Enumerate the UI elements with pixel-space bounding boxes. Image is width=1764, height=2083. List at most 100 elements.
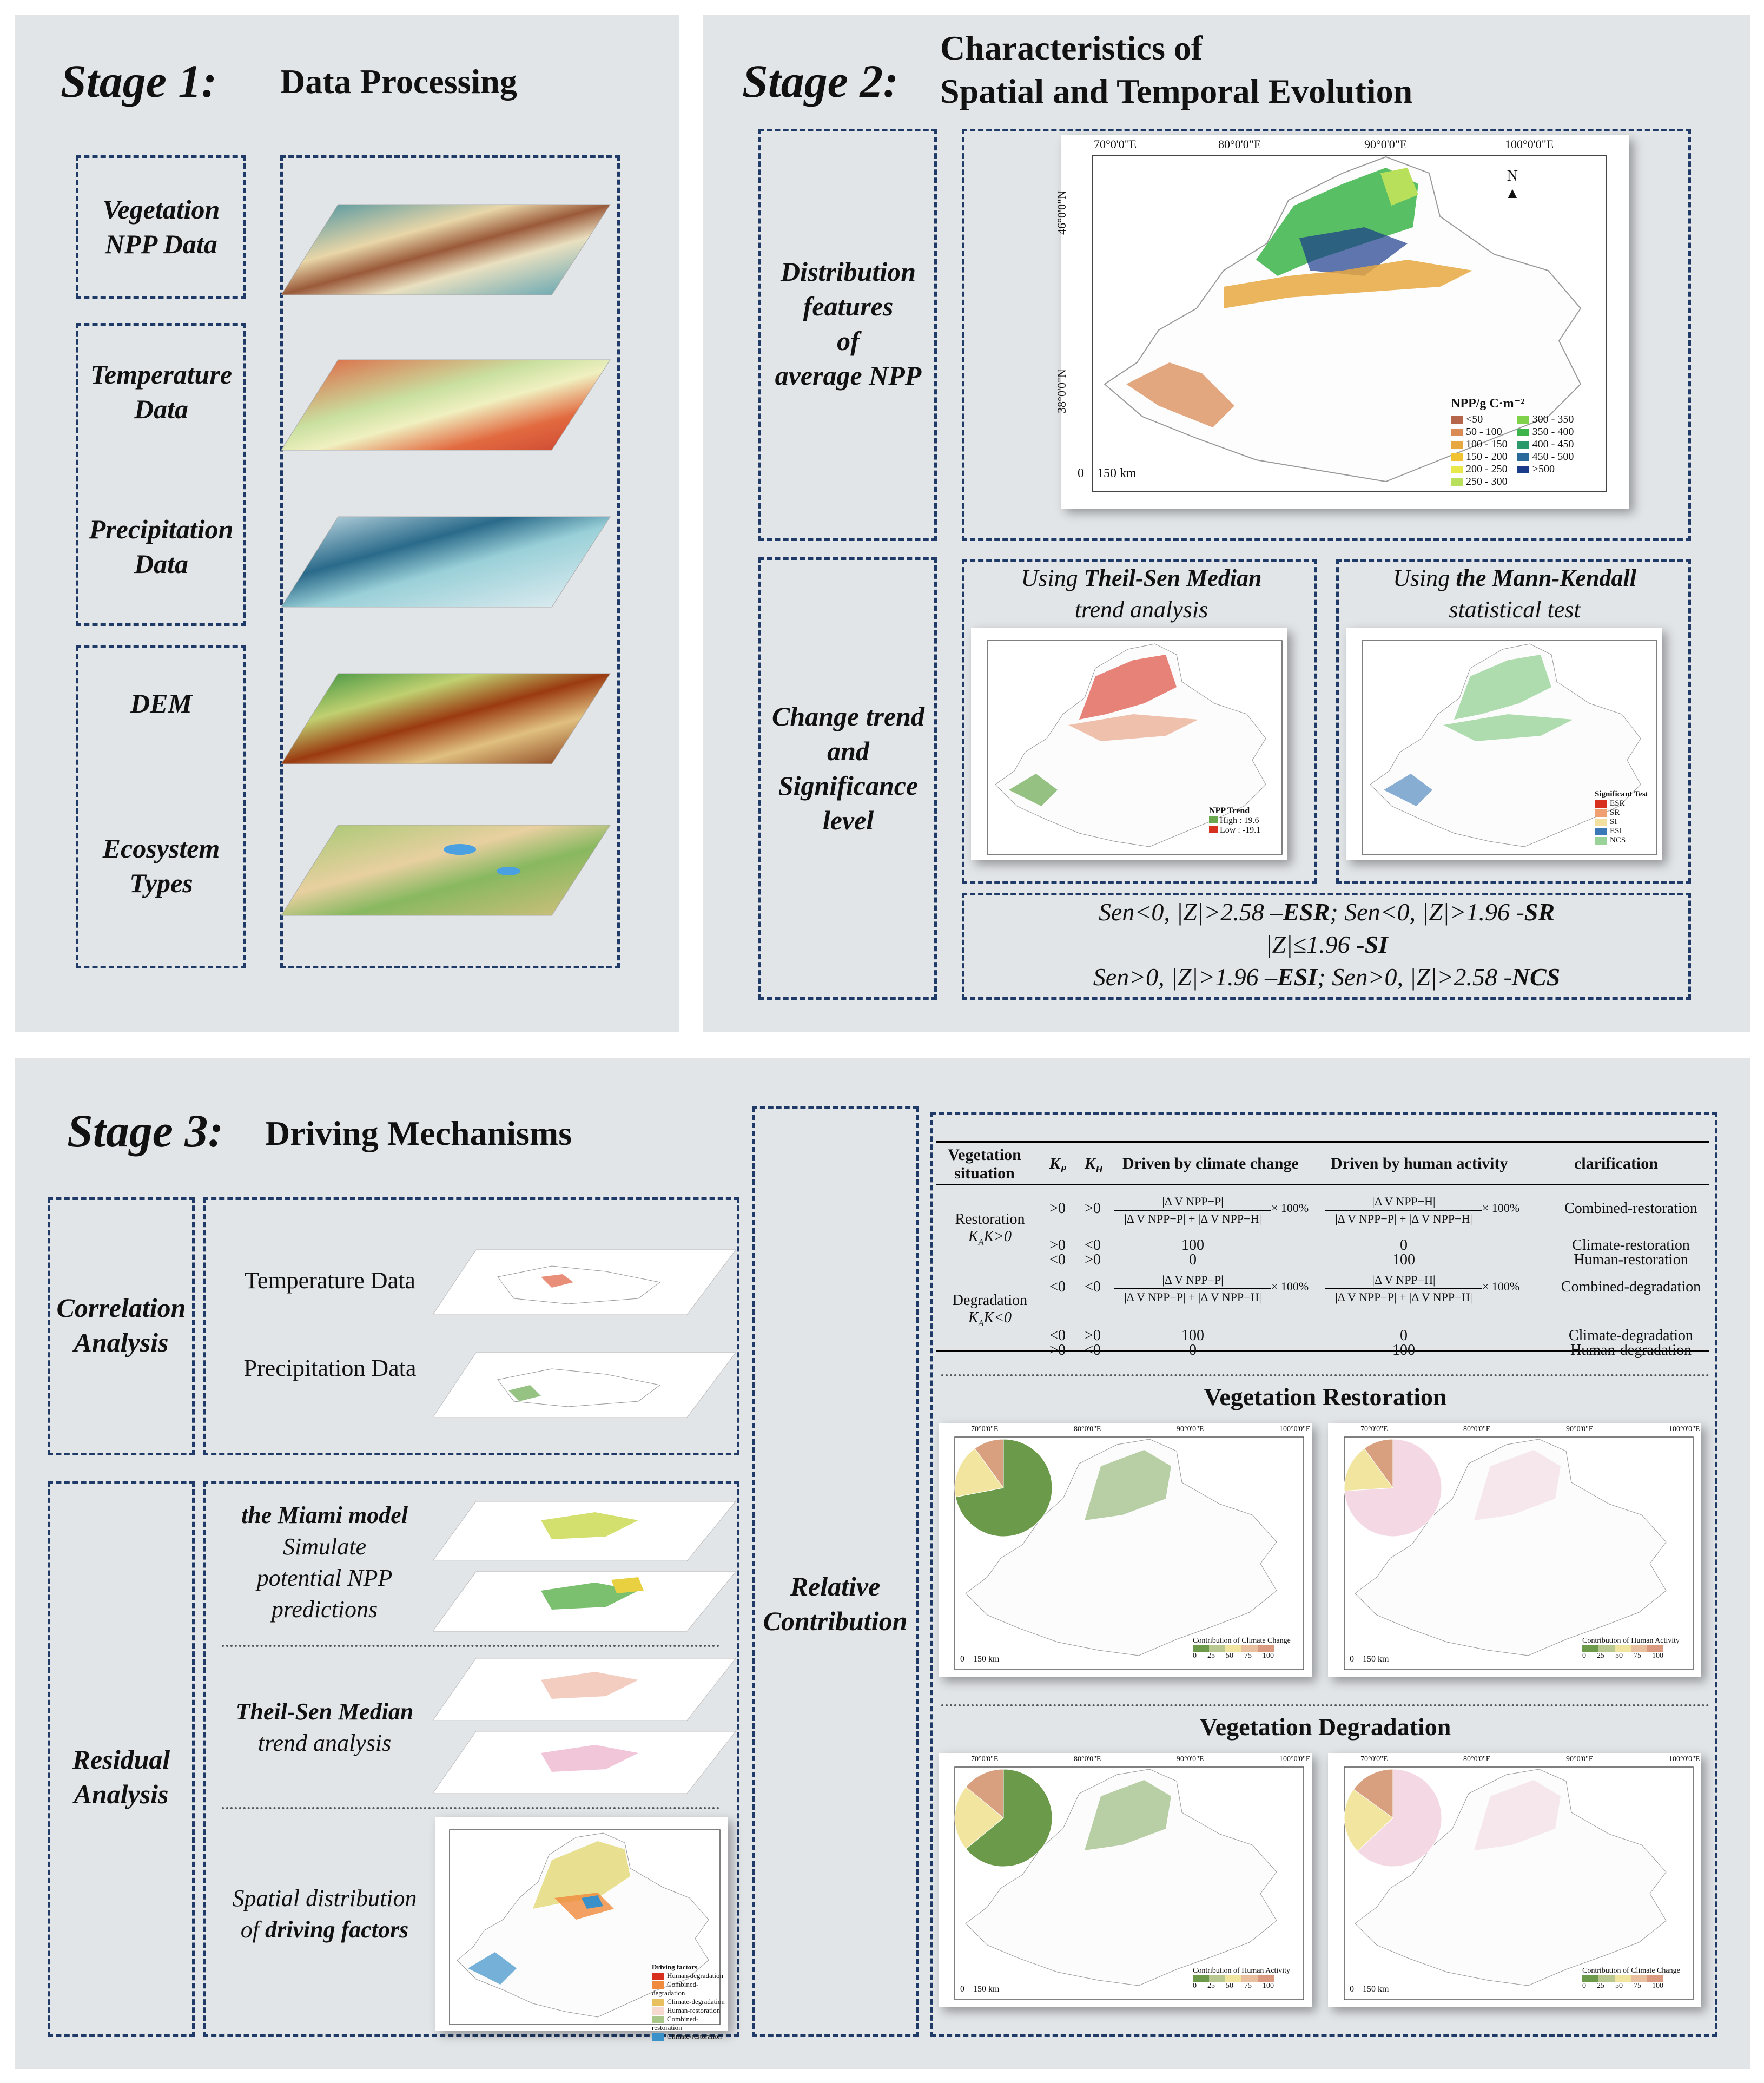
relative-content-box: [930, 1112, 1717, 2037]
contribution-map: Contribution of Climate Change 0 25 50 75 100…: [939, 1423, 1312, 1677]
label-temperature: Temperature Data: [90, 359, 233, 424]
spatial-driving-text: Spatial distribution of driving factors: [232, 1885, 417, 1943]
stage2-label-box-top: [758, 129, 937, 541]
npp-legend-item: <50: [1451, 413, 1508, 426]
dem-layer: [281, 673, 611, 764]
npp-layer: [281, 204, 611, 295]
pie-slice: [955, 1439, 1053, 1537]
theil-title: Using Theil-Sen Median trend analysis: [1021, 565, 1262, 623]
mk-legend-item: SR: [1595, 808, 1648, 818]
npp-legend-item: 350 - 400: [1517, 426, 1574, 438]
stage1-number: Stage 1:: [61, 55, 217, 107]
driving-legend-item: Combined-restoration: [652, 2015, 699, 2032]
pie-slice: [1344, 1448, 1393, 1492]
lon-tick: 100°0'0"E: [1669, 1425, 1700, 1433]
lon-tick: 70°0'0"E: [971, 1425, 999, 1433]
stage2-label-box-bottom: [758, 557, 937, 1000]
contribution-legend: Contribution of Human Activity 0 25 50 75 100: [1582, 1637, 1680, 1660]
scale-bar: 0 150 km: [1078, 466, 1137, 480]
pie-slice: [1344, 1789, 1393, 1852]
correlation-label-box: [48, 1197, 195, 1455]
label-precipitation: Precipitation Data: [89, 514, 234, 579]
driving-legend-item: Climate-degradation: [652, 1998, 728, 2007]
mk-legend-item: SI: [1595, 818, 1648, 827]
pie-slice: [1364, 1439, 1393, 1489]
contribution-legend: Contribution of Human Activity 0 25 50 75 100: [1193, 1967, 1291, 1990]
stage2-title-line2: Spatial and Temporal Evolution: [940, 72, 1413, 110]
table-divider: [941, 1374, 1709, 1376]
cell-kp: <0: [1049, 1251, 1066, 1268]
times-100: × 100%: [1482, 1201, 1520, 1215]
driving-legend: Driving factors Human-degradation Combine…: [652, 1963, 728, 2041]
cell-climate-formula: |Δ V NPP−P| |Δ V NPP−P| + |Δ V NPP−H|: [1114, 1272, 1271, 1306]
mk-legend-item: NCS: [1595, 836, 1648, 845]
stage2-number: Stage 2:: [742, 55, 899, 107]
npp-legend-item: 200 - 250: [1451, 463, 1508, 476]
stage3-title: Driving Mechanisms: [265, 1114, 572, 1152]
npp-legend-item: >500: [1517, 463, 1574, 476]
label-residual: Residual Analysis: [72, 1744, 170, 1809]
miami-map-stack: [433, 1501, 736, 1632]
npp-legend-item: 50 - 100: [1451, 426, 1508, 438]
driving-legend-item: Climate-restoration: [652, 2032, 728, 2041]
residual-divider-2: [222, 1807, 719, 1809]
residual-label-box: [48, 1481, 195, 2037]
label-correlation: Correlation Analysis: [56, 1293, 186, 1357]
label-vegetation-npp: Vegetation NPP Data: [102, 194, 220, 259]
lat-tick-2: 38°0'0"N: [1054, 369, 1068, 413]
cell-kh: >0: [1085, 1251, 1101, 1268]
stage3-number: Stage 3:: [67, 1105, 224, 1157]
cell-climate-formula: |Δ V NPP−P| |Δ V NPP−P| + |Δ V NPP−H|: [1114, 1194, 1271, 1227]
pie-slice: [965, 1769, 1053, 1867]
lon-tick-3: 90°0'0"E: [1364, 137, 1408, 151]
mk-map: Significant Test ESR SR SI ESI NCS: [1346, 628, 1662, 860]
cell-clarification: Combined-degradation: [1561, 1278, 1701, 1295]
degradation-title: Vegetation Degradation: [1199, 1713, 1451, 1741]
contribution-legend: Contribution of Climate Change 0 25 50 75 100: [1582, 1967, 1680, 1990]
cell-clarification: Human-degradation: [1570, 1342, 1692, 1359]
cell-climate: 100: [1181, 1237, 1204, 1254]
driving-legend-item: Human-restoration: [652, 2006, 728, 2015]
temperature-layer: [281, 359, 611, 451]
cell-clarification: Combined-restoration: [1564, 1200, 1697, 1217]
theil-residual-text: Theil-Sen Median trend analysis: [235, 1698, 414, 1756]
mk-legend-item: ESI: [1595, 827, 1648, 836]
precipitation-layer: [281, 516, 611, 608]
cell-kp: >0: [1049, 1200, 1066, 1217]
npp-map: 70°0'0"E 80°0'0"E 90°0'0"E 100°0'0"E 46°…: [1055, 135, 1629, 509]
lon-tick: 70°0'0"E: [1360, 1755, 1388, 1763]
contribution-table: Vegetation situation KP KH Driven by cli…: [936, 1141, 1709, 1359]
lon-tick: 80°0'0"E: [1074, 1425, 1101, 1433]
correlation-content-box: [203, 1197, 739, 1455]
lon-tick: 100°0'0"E: [1669, 1755, 1700, 1763]
lon-tick: 70°0'0"E: [1360, 1425, 1388, 1433]
stage1-title: Data Processing: [280, 62, 517, 101]
npp-legend-item: 400 - 450: [1517, 438, 1574, 451]
north-arrow-icon: N ▲: [1505, 168, 1520, 202]
row-degradation: Degradation KAK<0: [952, 1292, 1028, 1328]
significance-rules: Sen<0, |Z|>2.58 –ESR; Sen<0, |Z|>1.96 -S…: [1093, 898, 1561, 991]
th-human: Driven by human activity: [1331, 1155, 1508, 1172]
npp-legend-item: 450 - 500: [1517, 451, 1574, 463]
label-relative-contribution: Relative Contribution: [763, 1571, 908, 1636]
layer-stack: [281, 204, 611, 916]
mk-legend: Significant Test ESR SR SI ESI NCS: [1595, 790, 1648, 845]
stage1-label-box-npp: [76, 155, 246, 299]
lon-tick: 80°0'0"E: [1074, 1755, 1101, 1763]
scale-bar: 0 150 km: [960, 1654, 1000, 1664]
residual-content-box: [203, 1481, 739, 2037]
stage2-title-line1: Characteristics of: [940, 29, 1203, 67]
scale-bar: 0 150 km: [1350, 1985, 1389, 1994]
restoration-divider: [941, 1704, 1709, 1706]
cell-kh: >0: [1085, 1327, 1101, 1344]
restoration-title: Vegetation Restoration: [1204, 1383, 1447, 1410]
lon-tick-2: 80°0'0"E: [1218, 137, 1261, 151]
pie-slice: [954, 1786, 1004, 1850]
corr-temperature-label: Temperature Data: [245, 1267, 415, 1294]
cell-kp: >0: [1049, 1237, 1066, 1254]
pie-slice: [954, 1448, 1004, 1498]
npp-legend-item: 250 - 300: [1451, 476, 1508, 488]
relative-label-box: [752, 1106, 919, 2037]
lon-tick: 100°0'0"E: [1279, 1755, 1311, 1763]
residual-divider-1: [222, 1645, 719, 1647]
